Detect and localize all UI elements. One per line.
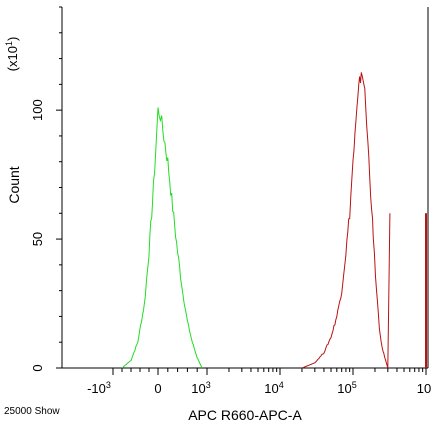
footer-note: 25000 Show (4, 406, 60, 417)
x-tick-label: 104 (264, 380, 283, 396)
x-ticks: -103 0 103 104 105 10 (87, 368, 431, 396)
y-tick-label: 100 (30, 99, 45, 121)
y-multiplier-label: (x101) (4, 37, 20, 72)
x-tick-label: 10 (417, 381, 431, 396)
x-tick-label: 0 (154, 381, 161, 396)
y-ticks: 0 50 100 (30, 6, 62, 372)
y-tick-label: 50 (30, 232, 45, 246)
histogram-series-green (121, 107, 203, 369)
y-tick-label: 0 (30, 364, 45, 371)
histogram-curves (121, 72, 427, 369)
axes (61, 7, 429, 369)
x-axis-title: APC R660-APC-A (188, 407, 302, 423)
histogram-series-red (301, 72, 391, 369)
y-axis-title: Count (6, 166, 22, 203)
x-tick-label: -103 (87, 380, 111, 396)
x-tick-label: 105 (337, 380, 356, 396)
x-tick-label: 103 (191, 380, 210, 396)
